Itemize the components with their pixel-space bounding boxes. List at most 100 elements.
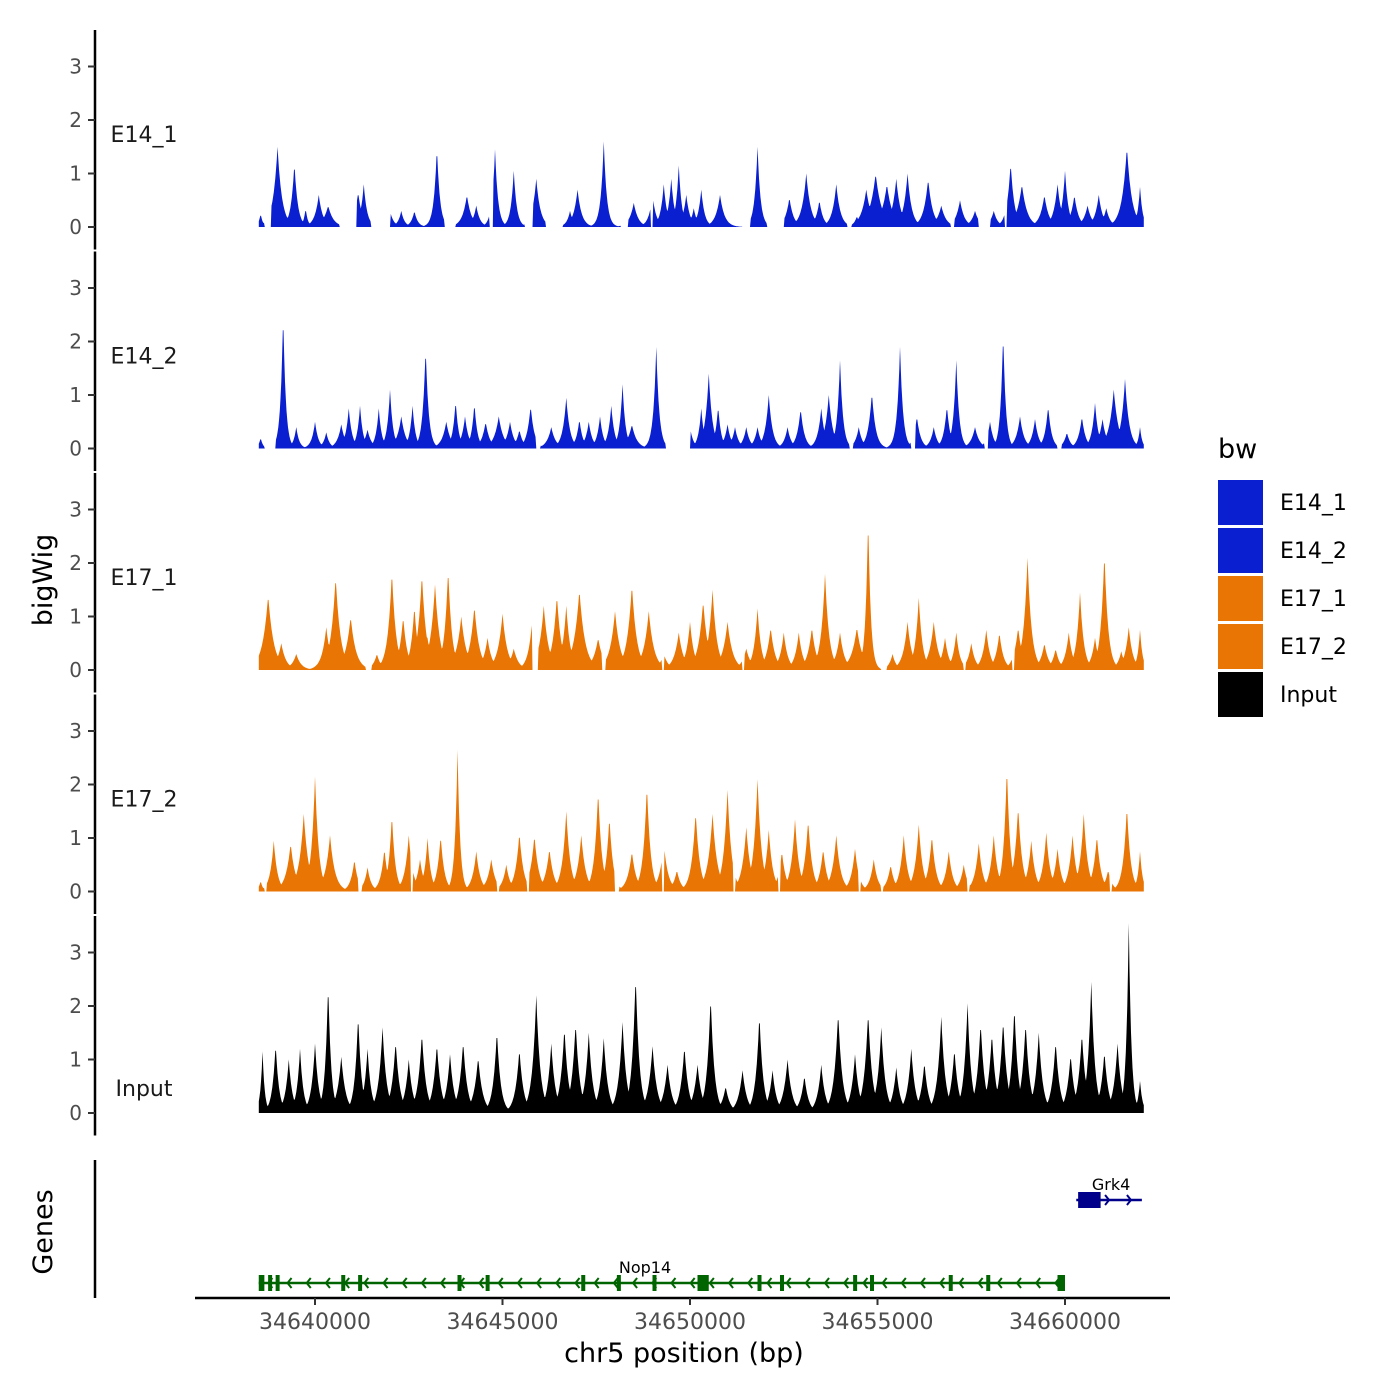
gene-nop14: Nop14 — [258, 1258, 1065, 1291]
gene-arrow-grk4 — [1126, 1194, 1133, 1206]
gene-arrow-nop14 — [401, 1277, 408, 1289]
track-label-e17-2: E17_2 — [111, 788, 178, 813]
y-tick-label: 1 — [69, 1048, 82, 1072]
gene-arrow-nop14 — [631, 1277, 638, 1289]
gene-arrow-nop14 — [478, 1277, 485, 1289]
gene-arrow-nop14 — [977, 1277, 984, 1289]
y-tick-label: 0 — [69, 437, 82, 461]
gene-grk4: Grk4 — [1076, 1175, 1142, 1208]
gene-exon-nop14 — [358, 1275, 363, 1291]
y-tick-label: 2 — [69, 994, 82, 1018]
gene-arrow-nop14 — [823, 1277, 830, 1289]
gene-exon-nop14 — [275, 1275, 280, 1291]
gene-arrow-nop14 — [862, 1277, 869, 1289]
legend-swatch-e17-2 — [1218, 624, 1263, 669]
legend-label-e14-1: E14_1 — [1280, 491, 1347, 516]
gene-arrow-nop14 — [919, 1277, 926, 1289]
track-label-input: Input — [116, 1077, 173, 1102]
y-tick-label: 3 — [69, 276, 82, 300]
legend-title: bw — [1218, 434, 1257, 465]
gene-arrow-nop14 — [746, 1277, 754, 1289]
gene-arrow-nop14 — [593, 1277, 600, 1289]
gene-exon-nop14 — [757, 1275, 762, 1291]
bigwig-tracks: 0 1 2 3 E14_1 0 1 2 3 E14_2 0 1 2 3 E17_1 0 1 2 3 E17_2 0 1 2 3… — [69, 30, 1144, 1136]
y-tick-label: 2 — [69, 108, 82, 132]
gene-arrow-nop14 — [535, 1277, 542, 1289]
gene-arrow-nop14 — [785, 1277, 792, 1289]
gene-arrow-nop14 — [305, 1277, 312, 1289]
legend-label-e17-2: E17_2 — [1280, 635, 1347, 660]
x-tick-label: 34645000 — [447, 1310, 559, 1335]
legend-swatch-e17-1 — [1218, 576, 1263, 621]
gene-arrow-nop14 — [804, 1277, 811, 1289]
gene-exon-nop14 — [457, 1275, 462, 1291]
gene-arrow-nop14 — [958, 1277, 965, 1289]
signal-area-e17-1 — [258, 535, 1144, 670]
gene-exon-nop14 — [1057, 1275, 1065, 1291]
gene-arrow-nop14 — [881, 1277, 888, 1289]
track-e14-1: 0 1 2 3 E14_1 — [69, 30, 1144, 250]
genes-panel: Grk4 Nop14 — [93, 1160, 1142, 1298]
y-tick-label: 1 — [69, 383, 82, 407]
gene-exon-nop14 — [616, 1275, 621, 1291]
y-tick-label: 1 — [69, 162, 82, 186]
gene-exon-nop14 — [268, 1275, 273, 1291]
track-label-e14-1: E14_1 — [111, 123, 178, 148]
signal-area-e14-2 — [258, 330, 1144, 449]
track-label-e17-1: E17_1 — [111, 566, 178, 591]
x-tick-label: 34640000 — [259, 1310, 371, 1335]
x-tick-label: 34655000 — [822, 1310, 934, 1335]
gene-arrow-nop14 — [439, 1277, 446, 1289]
gene-arrow-nop14 — [727, 1277, 734, 1289]
y-tick-label: 3 — [69, 498, 82, 522]
legend-swatch-input — [1218, 672, 1263, 717]
gene-label-grk4: Grk4 — [1092, 1175, 1130, 1194]
legend-swatch-e14-2 — [1218, 528, 1263, 573]
signal-area-e17-2 — [258, 749, 1144, 892]
gene-exon-nop14 — [485, 1275, 490, 1291]
gene-arrow-nop14 — [324, 1277, 331, 1289]
gene-exon-nop14 — [652, 1275, 657, 1291]
gene-arrow-nop14 — [708, 1277, 715, 1289]
gene-arrow-nop14 — [900, 1277, 907, 1289]
y-tick-label: 3 — [69, 941, 82, 965]
gene-label-nop14: Nop14 — [619, 1258, 671, 1277]
legend-label-e17-1: E17_1 — [1280, 587, 1347, 612]
gene-exon-nop14 — [341, 1275, 346, 1291]
gene-exon-nop14 — [581, 1275, 586, 1291]
track-e14-2: 0 1 2 3 E14_2 — [69, 251, 1144, 471]
y-tick-label: 1 — [69, 826, 82, 850]
gene-exon-nop14 — [697, 1275, 709, 1291]
gene-arrow-nop14 — [842, 1277, 850, 1289]
gene-arrow-nop14 — [766, 1277, 773, 1289]
signal-area-input — [258, 923, 1144, 1113]
gene-arrow-nop14 — [574, 1277, 581, 1289]
gene-arrow-nop14 — [516, 1277, 523, 1289]
gene-arrow-nop14 — [996, 1277, 1003, 1289]
gene-arrow-nop14 — [1015, 1277, 1022, 1289]
x-axis-title: chr5 position (bp) — [564, 1338, 804, 1369]
gene-arrow-nop14 — [363, 1277, 370, 1289]
gene-arrow-nop14 — [555, 1277, 562, 1289]
genes-axis-title: Genes — [28, 1189, 59, 1274]
gene-arrow-nop14 — [689, 1277, 696, 1289]
signal-area-e14-1 — [258, 141, 1144, 227]
gene-arrow-nop14 — [938, 1277, 946, 1289]
x-tick-label: 34660000 — [1009, 1310, 1121, 1335]
gene-exon-nop14 — [258, 1275, 265, 1291]
y-tick-label: 2 — [69, 551, 82, 575]
gene-arrow-nop14 — [420, 1277, 427, 1289]
y-tick-label: 1 — [69, 605, 82, 629]
legend-swatch-e14-1 — [1218, 480, 1263, 525]
gene-arrow-nop14 — [286, 1277, 293, 1289]
gene-exon-nop14 — [986, 1275, 991, 1291]
gene-arrow-grk4 — [1104, 1194, 1111, 1206]
track-label-e14-2: E14_2 — [111, 345, 178, 370]
gene-arrow-nop14 — [612, 1277, 619, 1289]
track-e17-1: 0 1 2 3 E17_1 — [69, 473, 1144, 693]
y-tick-label: 2 — [69, 330, 82, 354]
legend: bw E14_1 E14_2 E17_1 E17_2 Input — [1218, 434, 1347, 717]
track-input: 0 1 2 3 Input — [69, 916, 1144, 1136]
gene-arrow-nop14 — [1034, 1277, 1041, 1289]
x-axis: 34640000 34645000 34650000 34655000 34660000 — [195, 1296, 1170, 1335]
